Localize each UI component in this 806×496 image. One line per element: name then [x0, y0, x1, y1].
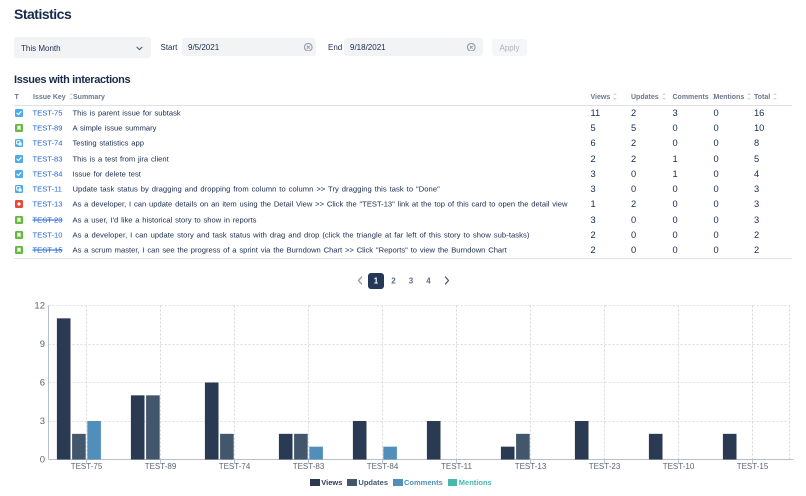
svg-text:TEST-74: TEST-74	[219, 462, 251, 471]
svg-text:0: 0	[40, 455, 45, 466]
svg-text:TEST-84: TEST-84	[367, 462, 399, 471]
svg-text:TEST-23: TEST-23	[589, 462, 621, 471]
svg-text:6: 6	[40, 378, 45, 389]
svg-text:TEST-13: TEST-13	[515, 462, 547, 471]
svg-text:9: 9	[40, 339, 45, 350]
svg-text:TEST-89: TEST-89	[145, 462, 177, 471]
svg-text:3: 3	[40, 416, 45, 427]
svg-text:TEST-10: TEST-10	[663, 462, 695, 471]
svg-text:TEST-11: TEST-11	[441, 462, 473, 471]
svg-text:TEST-15: TEST-15	[737, 462, 769, 471]
svg-text:TEST-75: TEST-75	[71, 462, 103, 471]
svg-text:TEST-83: TEST-83	[293, 462, 325, 471]
svg-text:12: 12	[34, 301, 45, 312]
